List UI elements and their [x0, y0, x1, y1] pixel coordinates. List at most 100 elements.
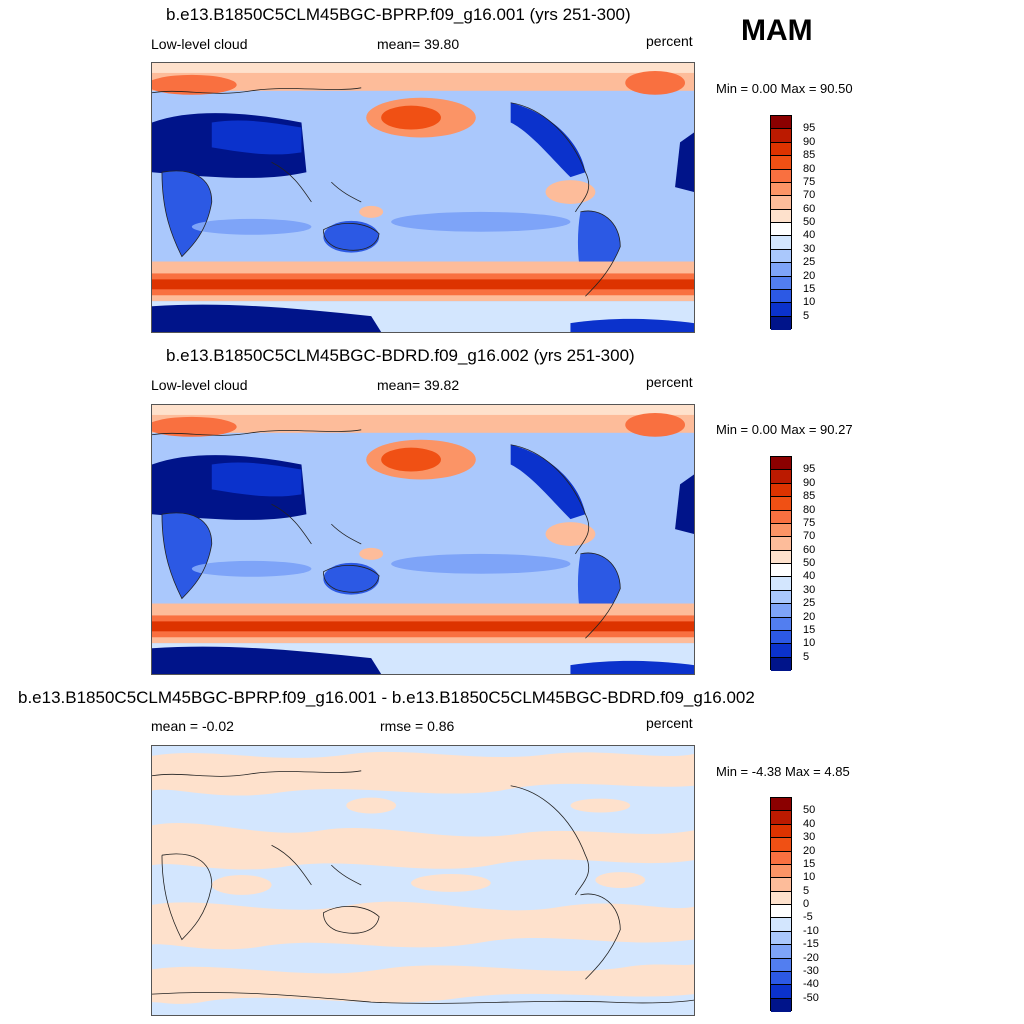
- panel3-colorbar-swatch: [771, 905, 791, 919]
- panel2-colorbar-label: 20: [803, 610, 816, 623]
- panel1-title: b.e13.B1850C5CLM45BGC-BPRP.f09_g16.001 (…: [166, 5, 631, 24]
- panel2-variable-label: Low-level cloud: [151, 377, 248, 393]
- panel1-colorbar-swatch: [771, 129, 791, 143]
- panel3-mean-label: mean = -0.02: [151, 718, 234, 734]
- panel2-colorbar-swatch: [771, 657, 791, 671]
- panel3-colorbar-swatch: [771, 811, 791, 825]
- panel1-colorbar-swatch: [771, 223, 791, 237]
- panel3-colorbar-swatch: [771, 891, 791, 905]
- panel3-colorbar-label: 10: [803, 871, 816, 884]
- panel3-map: [151, 745, 695, 1016]
- panel2-units-label: percent: [646, 374, 693, 390]
- panel2-colorbar-label: 50: [803, 557, 816, 569]
- panel1-colorbar-swatch: [771, 236, 791, 250]
- panel1-colorbar-label: 85: [803, 149, 816, 162]
- panel2-colorbar-swatch: [771, 590, 791, 605]
- panel2-title: b.e13.B1850C5CLM45BGC-BDRD.f09_g16.002 (…: [166, 346, 635, 365]
- panel1-colorbar-swatch: [771, 289, 791, 304]
- panel1-colorbar-swatch: [771, 142, 791, 157]
- panel1-colorbar-label: 5: [803, 309, 810, 322]
- panel2-colorbar-swatch: [771, 617, 791, 631]
- panel2-colorbar-label: 10: [803, 637, 816, 650]
- panel1-colorbar-label: 30: [803, 242, 816, 255]
- panel2-colorbar-swatch: [771, 564, 791, 578]
- panel1-colorbar-label: 70: [803, 189, 816, 202]
- panel1-colorbar-swatch: [771, 263, 791, 277]
- panel1-mean-label: mean= 39.80: [377, 36, 460, 52]
- season-label: MAM: [741, 14, 813, 47]
- panel2-colorbar-swatch: [771, 604, 791, 618]
- panel2-colorbar-swatch: [771, 644, 791, 658]
- panel1-minmax: Min = 0.00 Max = 90.50: [716, 81, 853, 96]
- panel2-colorbar-swatch: [771, 510, 791, 524]
- panel2-colorbar-label: 40: [803, 570, 816, 583]
- panel3-colorbar-label: 50: [803, 804, 816, 817]
- panel3-colorbar-swatch: [771, 958, 791, 972]
- panel3-colorbar-label: 40: [803, 817, 816, 830]
- panel3-colorbar-swatch: [771, 798, 791, 812]
- panel1-colorbar-swatch: [771, 316, 791, 330]
- panel2-colorbar-swatch: [771, 483, 791, 498]
- panel1-colorbar-label: 10: [803, 296, 816, 309]
- panel3-colorbar-label: -15: [803, 938, 819, 951]
- panel3-colorbar-label: -10: [803, 924, 819, 937]
- panel3-colorbar-swatch: [771, 878, 791, 892]
- panel1-colorbar-swatch: [771, 276, 791, 290]
- panel1-colorbar-label: 15: [803, 282, 816, 295]
- panel3-colorbar-label: 30: [803, 831, 816, 844]
- panel2-colorbar-label: 95: [803, 463, 816, 476]
- panel2-colorbar-swatch: [771, 497, 791, 511]
- panel3-colorbar-label: 20: [803, 844, 816, 857]
- panel3-title: b.e13.B1850C5CLM45BGC-BPRP.f09_g16.001 -…: [18, 688, 755, 707]
- panel3-colorbar-swatch: [771, 931, 791, 946]
- panel2-colorbar-swatch: [771, 630, 791, 645]
- panel2-colorbar-label: 30: [803, 583, 816, 596]
- panel2-colorbar-label: 70: [803, 530, 816, 543]
- panel1-colorbar-swatch: [771, 249, 791, 264]
- panel1-units-label: percent: [646, 33, 693, 49]
- panel2-colorbar-swatch: [771, 457, 791, 471]
- panel1-colorbar-label: 80: [803, 162, 816, 175]
- panel1-colorbar-label: 60: [803, 202, 816, 215]
- panel1-colorbar-swatch: [771, 182, 791, 197]
- panel3-colorbar-label: 15: [803, 857, 816, 870]
- panel2-colorbar-label: 60: [803, 543, 816, 556]
- panel2-colorbar-label: 80: [803, 503, 816, 516]
- panel3-colorbar-swatch: [771, 918, 791, 932]
- panel3-colorbar-label: -50: [803, 991, 819, 1004]
- panel1-colorbar-swatch: [771, 156, 791, 170]
- panel2-colorbar-label: 75: [803, 516, 816, 529]
- panel2-colorbar-swatch: [771, 470, 791, 484]
- panel3-colorbar-swatch: [771, 985, 791, 999]
- panel1-colorbar-swatch: [771, 169, 791, 183]
- panel3-colorbar: [770, 797, 792, 1012]
- panel3-colorbar-swatch: [771, 945, 791, 959]
- panel3-rmse-label: rmse = 0.86: [380, 718, 455, 734]
- panel3-colorbar-swatch: [771, 971, 791, 986]
- panel2-colorbar-swatch: [771, 537, 791, 551]
- panel3-colorbar-swatch: [771, 851, 791, 865]
- panel1-colorbar-swatch: [771, 196, 791, 210]
- panel1-colorbar-swatch: [771, 209, 791, 223]
- panel1-colorbar-label: 75: [803, 175, 816, 188]
- panel2-colorbar-label: 15: [803, 623, 816, 636]
- panel2-map: [151, 404, 695, 675]
- panel2-colorbar-label: 5: [803, 650, 810, 663]
- panel1-colorbar-label: 25: [803, 256, 816, 269]
- panel1-colorbar-label: 20: [803, 269, 816, 282]
- panel1-colorbar-label: 90: [803, 135, 816, 148]
- panel1-colorbar-label: 50: [803, 216, 816, 228]
- panel2-minmax: Min = 0.00 Max = 90.27: [716, 422, 853, 437]
- panel3-colorbar-swatch: [771, 998, 791, 1012]
- panel3-colorbar-label: -40: [803, 978, 819, 991]
- panel1-colorbar-label: 95: [803, 122, 816, 135]
- panel3-colorbar-label: -5: [803, 911, 813, 924]
- panel1-variable-label: Low-level cloud: [151, 36, 248, 52]
- panel2-colorbar-label: 90: [803, 476, 816, 489]
- panel3-colorbar-label: -20: [803, 951, 819, 964]
- panel3-colorbar-label: 0: [803, 898, 810, 910]
- panel3-minmax: Min = -4.38 Max = 4.85: [716, 764, 850, 779]
- panel1-colorbar-swatch: [771, 303, 791, 317]
- panel1-colorbar-label: 40: [803, 229, 816, 242]
- panel2-colorbar-label: 25: [803, 597, 816, 610]
